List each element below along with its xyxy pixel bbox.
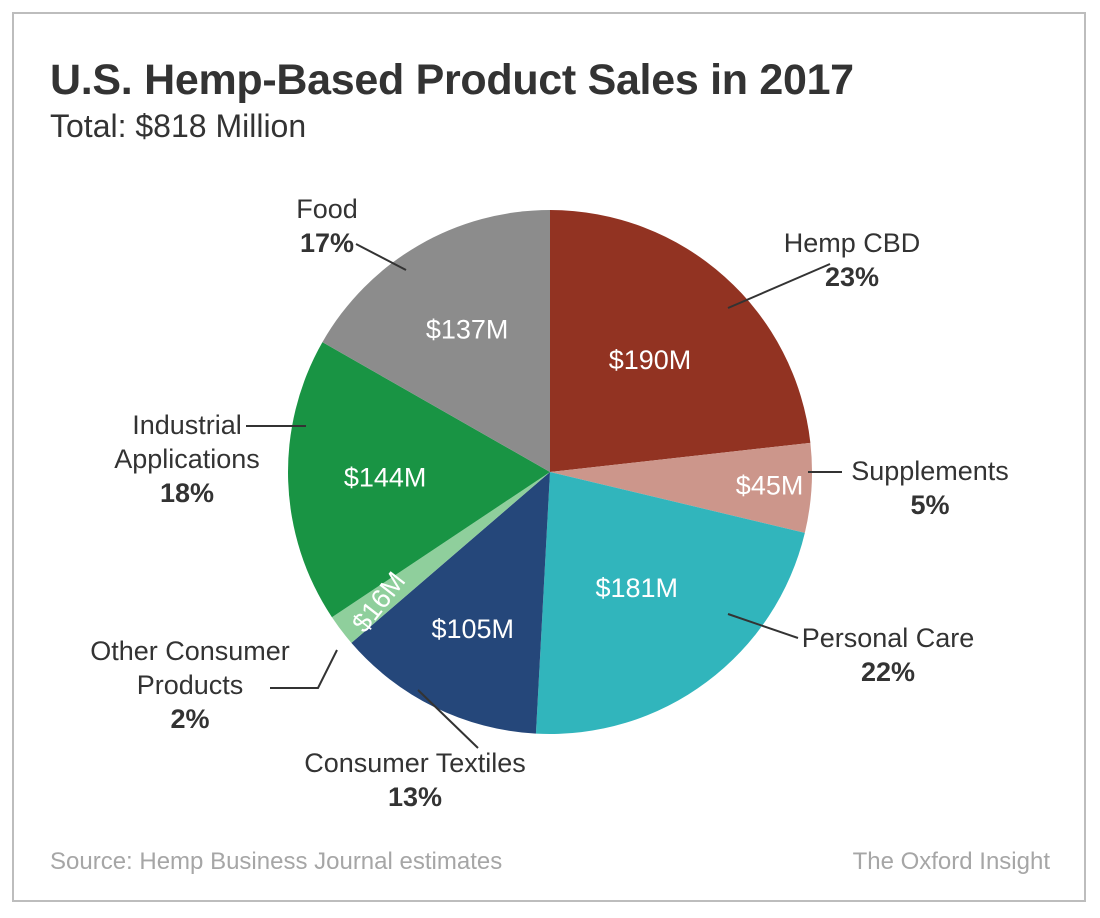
category-label-industrial-applications: Industrial [132,410,242,440]
category-label-consumer-textiles: Consumer Textiles [304,748,526,778]
leader-line-consumer-textiles [417,689,479,749]
slice-food [322,210,550,472]
category-label-personal-care: Personal Care [802,623,975,653]
category-label-food: Food [296,194,358,224]
slice-consumer-textiles [351,472,550,734]
category-label-other-consumer-products: Other Consumer [90,636,290,666]
category-labels: Hemp CBD 23% Supplements 5% Personal Care 22%… [90,194,1009,812]
slice-industrial-applications [288,342,550,618]
slice-other-consumer-products [331,472,550,643]
value-label-industrial-applications: $144M [344,463,427,493]
percent-label-hemp-cbd: 23% [825,262,879,292]
percent-label-food: 17% [300,228,354,258]
leader-lines [246,243,842,749]
pie-slices [288,210,812,735]
percent-label-industrial-applications: 18% [160,478,214,508]
brand-credit: The Oxford Insight [852,848,1050,875]
source-note: Source: Hemp Business Journal estimates [50,848,503,875]
slice-hemp-cbd [550,210,811,472]
leader-line-food [355,243,407,271]
percent-label-personal-care: 22% [861,657,915,687]
value-label-consumer-textiles: $105M [431,614,514,644]
leader-line-hemp-cbd [727,263,831,309]
percent-label-supplements: 5% [910,490,949,520]
category-label-hemp-cbd: Hemp CBD [784,228,921,258]
value-label-personal-care: $181M [595,573,678,603]
leader-line-other-consumer-products [270,649,338,689]
percent-label-other-consumer-products: 2% [170,704,209,734]
percent-label-consumer-textiles: 13% [388,782,442,812]
category-label-other-consumer-products: Products [137,670,244,700]
value-label-hemp-cbd: $190M [609,345,692,375]
category-label-industrial-applications: Applications [114,444,260,474]
slice-supplements [550,442,812,533]
chart-subtitle: Total: $818 Million [50,108,307,144]
chart-title: U.S. Hemp-Based Product Sales in 2017 [50,56,854,104]
value-label-supplements: $45M [736,471,804,501]
category-label-supplements: Supplements [851,456,1009,486]
leader-line-personal-care [727,613,799,639]
slice-personal-care [535,472,805,735]
value-label-food: $137M [426,314,509,344]
